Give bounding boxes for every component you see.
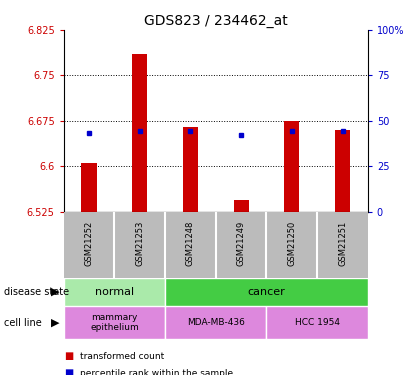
Bar [64,278,165,306]
Text: ■: ■ [64,368,73,375]
Bar [132,54,147,212]
Text: cell line: cell line [4,318,42,327]
Text: ▶: ▶ [51,286,60,297]
Text: GSM21252: GSM21252 [85,221,94,266]
Bar [165,306,266,339]
Text: GSM21248: GSM21248 [186,220,195,266]
Title: GDS823 / 234462_at: GDS823 / 234462_at [144,13,288,28]
Bar [284,121,299,212]
Text: GSM21251: GSM21251 [338,221,347,266]
Text: HCC 1954: HCC 1954 [295,318,339,327]
Bar [266,306,368,339]
Text: GSM21250: GSM21250 [287,221,296,266]
Text: cancer: cancer [247,286,285,297]
Text: GSM21249: GSM21249 [237,221,246,266]
Bar [165,278,368,306]
Bar [183,127,198,212]
Bar [64,306,165,339]
Bar [233,200,249,212]
Text: mammary
epithelium: mammary epithelium [90,313,139,332]
Text: ■: ■ [64,351,73,361]
Text: disease state: disease state [4,286,69,297]
Text: percentile rank within the sample: percentile rank within the sample [80,369,233,375]
Text: normal: normal [95,286,134,297]
Bar [81,164,97,212]
Bar [335,130,350,212]
Text: GSM21253: GSM21253 [135,220,144,266]
Text: MDA-MB-436: MDA-MB-436 [187,318,245,327]
Text: transformed count: transformed count [80,352,164,361]
Text: ▶: ▶ [51,318,60,327]
